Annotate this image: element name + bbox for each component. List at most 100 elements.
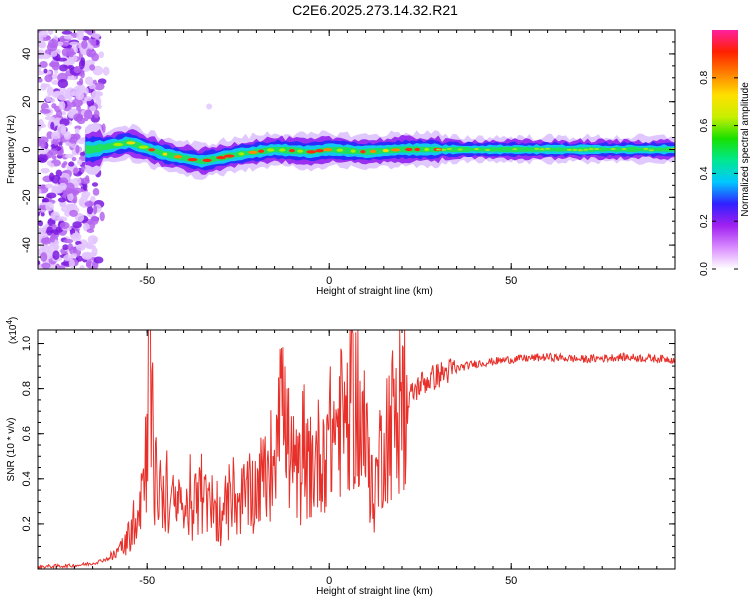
band-peak [441,148,447,151]
noise-blob [88,83,96,90]
noise-blob [73,65,81,74]
band-peak [350,149,356,153]
noise-blob [45,201,54,212]
band-peak [654,148,660,151]
noise-blob [89,64,96,71]
noise-blob [38,188,42,195]
noise-blob [68,161,75,167]
noise-blob [38,118,44,129]
noise-blob [39,60,48,69]
noise-blob [77,159,83,166]
band-peak [446,148,452,151]
band-peak [632,147,638,150]
band-peak [138,145,149,149]
noise-blob [74,128,80,135]
noise-blob [98,51,105,59]
noise-blob [51,155,57,160]
band-peak [405,147,413,152]
noise-blob [76,81,84,86]
band-peak [588,147,594,150]
band-peak [238,152,245,156]
band-peak [315,149,324,153]
band-peak [583,148,589,151]
band-peak [610,148,616,151]
band-peak [495,148,501,151]
noise-blob [101,123,106,134]
band-peak [452,149,458,152]
noise-blob [63,35,74,40]
noise-blob [50,98,56,103]
band-peak [216,156,227,160]
band-peak [288,149,295,153]
y-tick-label: 1.0 [21,336,33,351]
band-peak [113,142,123,147]
noise-blob [57,197,67,203]
noise-blob [85,244,96,250]
noise-blob [39,30,48,38]
snr-panel: -50 0 50 0.2 0.4 0.6 0.8 1.0 Height of straight … [5,317,676,597]
band-peak [561,148,567,151]
noise-blob [60,261,71,266]
colorbar-tick-label: 0.8 [699,70,710,84]
noise-blob [50,121,55,130]
colorbar-gradient [712,30,738,269]
band-peak [621,147,627,150]
band-peak [556,148,562,151]
noise-blob [40,139,46,149]
noise-blob [67,192,74,202]
noise-blob [73,167,79,175]
band-peak [382,148,389,153]
y-tick-label: 0 [21,146,33,152]
noise-blob [92,188,100,196]
noise-blob [40,252,48,262]
noise-blob [46,86,54,96]
noise-blob [84,109,93,120]
noise-blob [67,64,75,71]
noise-blob [78,59,85,70]
colorbar: 0.0 0.2 0.4 0.6 0.8 Normalized spectral ampli… [699,30,750,276]
noise-blob [40,212,45,217]
noise-blob [75,144,80,154]
band-peak [599,148,605,151]
noise-blob [46,192,57,199]
noise-blob [64,153,74,159]
noise-blob [81,35,90,41]
noise-blob [57,78,69,89]
band-peak [474,147,480,150]
band-peak [523,148,529,151]
band-peak [627,148,632,151]
band-peak [279,148,286,152]
noise-blob [67,58,75,66]
noise-blob [38,77,43,83]
noise-blob [65,75,77,80]
noise-blob [91,182,99,187]
noise-blob [93,256,104,264]
noise-blob [55,169,63,177]
noise-blob [58,101,66,110]
noise-blob [48,62,55,67]
noise-blob [56,57,68,62]
noise-blob [38,153,48,164]
band-peak [665,148,671,151]
band-peak [490,149,496,152]
band-peak [390,148,401,152]
noise-blob [40,237,52,245]
noise-blob [93,82,105,91]
band-peak [162,152,168,156]
band-peak [266,148,275,152]
multiplier-exponent: 4 [5,320,14,325]
band-peak [637,147,643,150]
band-peak [528,148,534,151]
noise-blob [40,167,50,174]
noise-blob [81,39,88,50]
noise-blob [49,162,55,168]
band-peak [148,148,156,152]
noise-blob [93,109,100,119]
band-peak [174,155,182,159]
band-peak [336,148,344,152]
y-tick-label: -20 [21,189,33,205]
noise-blob [63,131,72,140]
noise-blob [92,65,104,76]
y-axis-label: Frequency (Hz) [6,115,17,184]
noise-blob [69,41,80,46]
